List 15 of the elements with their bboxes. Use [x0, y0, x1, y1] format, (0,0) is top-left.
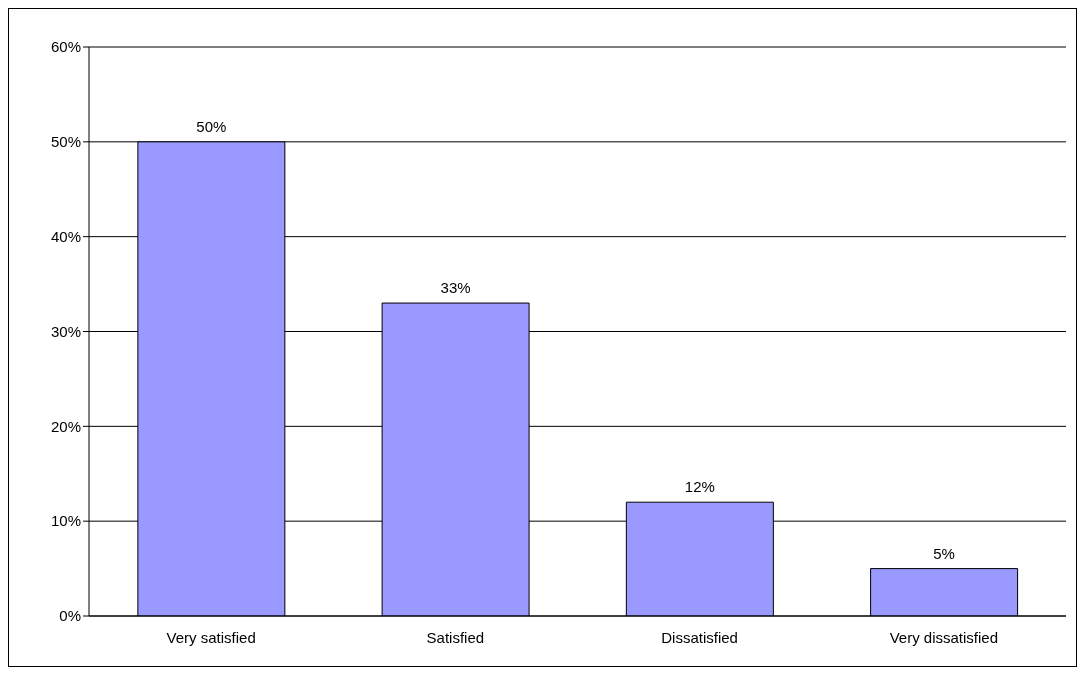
- y-tick-label: 50%: [50, 133, 81, 151]
- y-tick-label: 0%: [59, 607, 81, 625]
- x-tick-label: Dissatisfied: [661, 628, 738, 646]
- data-label: 50%: [196, 117, 227, 135]
- x-tick-label: Very satisfied: [166, 628, 256, 646]
- x-tick-label: Very dissatisfied: [889, 628, 999, 646]
- y-tick-label: 40%: [50, 227, 81, 245]
- y-tick-label: 10%: [50, 512, 81, 530]
- x-tick-label: Satisfied: [426, 628, 485, 646]
- data-label: 12%: [684, 478, 715, 496]
- data-label: 5%: [933, 544, 955, 562]
- y-tick-label: 30%: [50, 322, 81, 340]
- y-tick-label: 60%: [50, 38, 81, 56]
- data-label: 33%: [440, 279, 471, 297]
- y-tick-label: 20%: [50, 417, 81, 435]
